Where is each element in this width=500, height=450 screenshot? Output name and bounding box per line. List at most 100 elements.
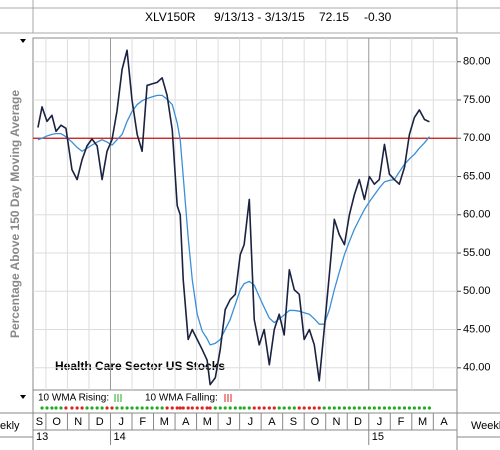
indicator-dot	[262, 406, 266, 410]
indicator-dot	[40, 406, 44, 410]
indicator-dot	[175, 406, 179, 410]
x-tick-label: S	[290, 416, 297, 428]
indicator-dot	[170, 406, 174, 410]
y-tick-label: 40.00	[463, 362, 491, 374]
indicator-dot	[130, 406, 134, 410]
indicator-dot	[247, 406, 251, 410]
indicator-dot	[213, 406, 217, 410]
indicator-dot	[272, 406, 276, 410]
menu-arrow	[20, 39, 26, 43]
indicator-label: 10 WMA Falling:	[145, 393, 218, 404]
indicator-dot	[252, 406, 256, 410]
indicator-dot	[257, 406, 261, 410]
series-line	[37, 49, 430, 386]
indicator-dot	[312, 406, 316, 410]
indicator-dot	[327, 406, 331, 410]
indicator-dot	[377, 406, 381, 410]
indicator-dot	[90, 406, 94, 410]
period-label[interactable]: Weekly	[471, 420, 500, 432]
indicator-dot	[105, 406, 109, 410]
indicator-dot	[70, 406, 74, 410]
x-tick-label: M	[160, 416, 169, 428]
indicator-dot	[282, 406, 286, 410]
indicator-dot	[332, 406, 336, 410]
x-tick-label: D	[354, 416, 362, 428]
x-tick-label: J	[118, 416, 124, 428]
indicator-dot	[407, 406, 412, 410]
indicator-dot	[140, 406, 144, 410]
indicator-dot	[120, 406, 124, 410]
period-label[interactable]: ekly	[0, 420, 20, 432]
indicator-dot	[150, 406, 154, 410]
last-value: 72.15	[319, 10, 349, 24]
indicator-dot	[80, 406, 84, 410]
indicator-dot	[186, 406, 190, 410]
x-tick-label: S	[36, 416, 43, 428]
indicator-dot	[200, 406, 204, 410]
indicator-dot	[233, 406, 237, 410]
indicator-dot	[54, 406, 58, 410]
indicator-dot	[307, 406, 311, 410]
indicator-dot	[228, 406, 232, 410]
indicator-dot	[165, 406, 169, 410]
indicator-dot	[155, 406, 159, 410]
indicator-dot	[115, 406, 119, 410]
x-tick-label: N	[332, 416, 340, 428]
indicator-dot	[367, 406, 372, 410]
x-tick-label: A	[440, 416, 448, 428]
indicator-dot	[422, 406, 427, 410]
x-tick-label: F	[398, 416, 405, 428]
indicator-dot	[427, 406, 432, 410]
menu-arrow	[20, 395, 26, 399]
indicator-dot	[417, 406, 421, 410]
indicator-dot	[392, 406, 396, 410]
indicator-dot	[64, 406, 68, 410]
year-label: 13	[36, 431, 48, 443]
indicator-dot	[277, 406, 281, 410]
y-tick-label: 80.00	[463, 56, 491, 68]
indicator-dot	[382, 406, 387, 410]
indicator-dot	[75, 406, 79, 410]
y-tick-label: 50.00	[463, 285, 491, 297]
indicator-icons	[114, 394, 232, 402]
x-tick-label: D	[96, 416, 104, 428]
change-value: -0.30	[364, 10, 392, 24]
x-tick-label: A	[182, 416, 190, 428]
indicator-dot	[292, 406, 296, 410]
plot-frame	[32, 37, 458, 391]
indicator-dot	[397, 406, 401, 410]
indicator-dot	[85, 406, 89, 410]
indicator-label: 10 WMA Rising:	[38, 393, 109, 404]
indicator-dot	[322, 406, 326, 410]
indicator-dot	[135, 406, 139, 410]
indicator-dot	[218, 406, 222, 410]
y-tick-label: 65.00	[463, 170, 491, 182]
x-tick-label: O	[52, 416, 61, 428]
y-tick-label: 75.00	[463, 94, 491, 106]
indicator-dot	[287, 406, 291, 410]
indicator-dot	[45, 406, 49, 410]
indicator-dot	[297, 406, 301, 410]
indicator-dot	[267, 406, 271, 410]
indicator-dot	[160, 406, 164, 410]
x-tick-label: M	[418, 416, 427, 428]
indicator-dot	[342, 406, 347, 410]
y-tick-label: 55.00	[463, 247, 491, 259]
year-label: 14	[113, 431, 125, 443]
indicator-dot	[302, 406, 306, 410]
indicator-dot	[178, 406, 182, 410]
indicator-dot	[387, 406, 392, 410]
y-tick-label: 60.00	[463, 209, 491, 221]
chart-title: XLV150R	[145, 10, 196, 24]
indicator-dot	[195, 406, 199, 410]
x-tick-label: A	[268, 416, 276, 428]
indicator-dot	[362, 406, 367, 410]
x-tick-label: J	[226, 416, 232, 428]
indicator-dot	[357, 406, 361, 410]
x-tick-label: M	[203, 416, 212, 428]
indicator-dot	[145, 406, 149, 410]
indicator-dot	[242, 406, 246, 410]
indicator-dot	[181, 406, 185, 410]
